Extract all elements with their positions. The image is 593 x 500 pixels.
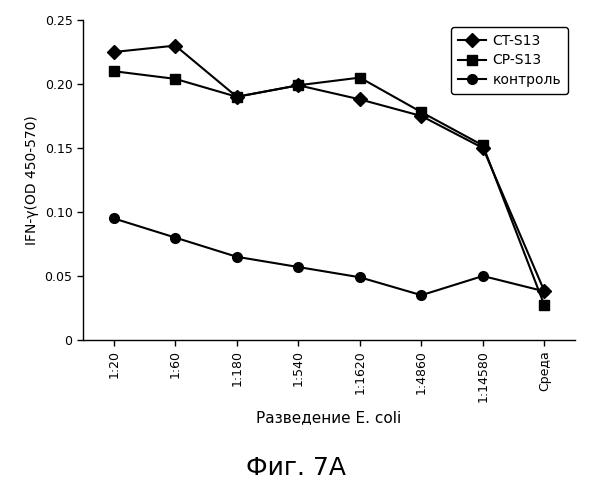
контроль (110, 216, 117, 222)
CP-S13 (356, 74, 364, 80)
CP-S13 (541, 302, 548, 308)
CP-S13 (418, 109, 425, 115)
контроль (233, 254, 240, 260)
CT-S13 (172, 42, 179, 48)
CT-S13 (356, 96, 364, 102)
X-axis label: Разведение E. coli: Разведение E. coli (257, 410, 401, 426)
CP-S13 (233, 94, 240, 100)
Y-axis label: IFN-γ(OD 450-570): IFN-γ(OD 450-570) (25, 115, 39, 245)
CT-S13 (295, 82, 302, 88)
Text: Фиг. 7A: Фиг. 7A (247, 456, 346, 480)
контроль (541, 288, 548, 294)
контроль (295, 264, 302, 270)
контроль (418, 292, 425, 298)
контроль (479, 273, 486, 279)
Legend: CT-S13, CP-S13, контроль: CT-S13, CP-S13, контроль (451, 27, 568, 94)
CT-S13 (233, 94, 240, 100)
контроль (356, 274, 364, 280)
CT-S13 (479, 145, 486, 151)
CT-S13 (541, 288, 548, 294)
CP-S13 (172, 76, 179, 82)
CP-S13 (479, 142, 486, 148)
CP-S13 (295, 82, 302, 88)
контроль (172, 234, 179, 240)
Line: CP-S13: CP-S13 (109, 66, 549, 310)
CT-S13 (110, 49, 117, 55)
Line: контроль: контроль (109, 214, 549, 300)
CT-S13 (418, 113, 425, 119)
Line: CT-S13: CT-S13 (109, 40, 549, 296)
CP-S13 (110, 68, 117, 74)
